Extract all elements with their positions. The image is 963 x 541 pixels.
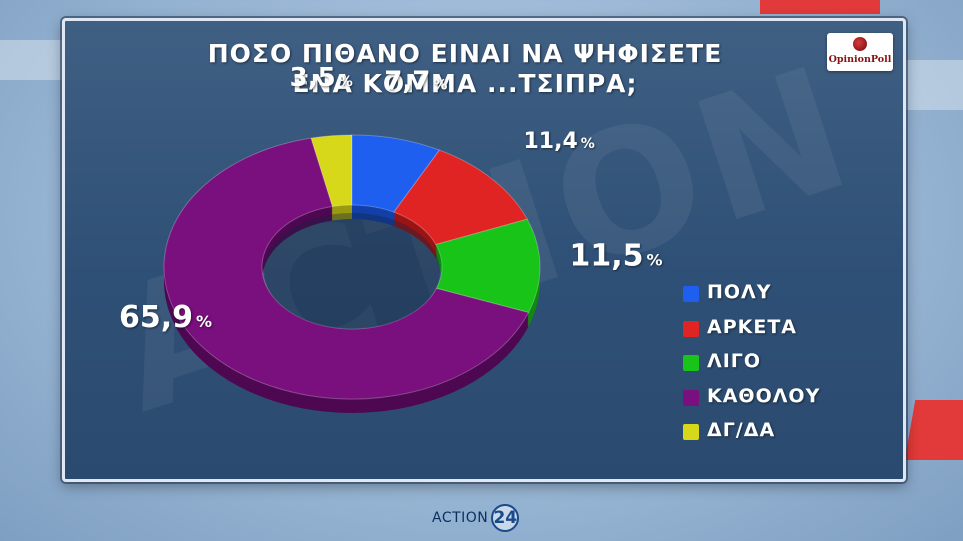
- donut-slice-2: [393, 149, 528, 246]
- chart-title: ΠΟΣΟ ΠΙΘΑΝΟ ΕΙΝΑΙ ΝΑ ΨΗΦΙΣΕΤΕ ΕΝΑ ΚΟΜΜΑ …: [185, 39, 745, 99]
- legend-swatch: [683, 389, 699, 406]
- data-label: 65,9%: [119, 300, 212, 335]
- legend-swatch: [683, 320, 699, 337]
- data-label: 11,5%: [569, 239, 662, 274]
- action24-logo-text: ACTION: [432, 510, 489, 526]
- donut-slice-1: [351, 134, 441, 213]
- action24-logo-number: 24: [491, 504, 520, 532]
- donut-slice-4: [163, 137, 530, 400]
- donut-hole-shadow: [264, 213, 440, 329]
- data-label: 11,4%: [523, 129, 594, 154]
- legend-label: ΠΟΛΥ: [707, 281, 772, 303]
- legend-swatch: [683, 424, 699, 440]
- background-red-block-top: [760, 0, 880, 14]
- donut-slice-3: [435, 218, 541, 314]
- legend-label: ΑΡΚΕΤΑ: [707, 315, 797, 338]
- chart-title-line-1: ΠΟΣΟ ΠΙΘΑΝΟ ΕΙΝΑΙ ΝΑ ΨΗΦΙΣΕΤΕ: [207, 39, 723, 68]
- opinionpoll-logo: OpinionPoll: [827, 33, 893, 71]
- opinionpoll-logo-text: OpinionPoll: [828, 54, 892, 65]
- background-red-block: [904, 400, 963, 460]
- chart-panel: ACTION ΠΟΣΟ ΠΙΘΑΝΟ ΕΙΝΑΙ ΝΑ ΨΗΦΙΣΕΤΕ ΕΝΑ…: [62, 18, 906, 482]
- legend-swatch: [683, 286, 699, 302]
- legend-label: ΚΑΘΟΛΟΥ: [707, 384, 821, 407]
- data-label: 3,5%: [290, 63, 353, 93]
- opinionpoll-logo-icon: [853, 37, 867, 51]
- action24-logo: ACTION 24: [432, 503, 520, 533]
- legend-label: ΔΓ/ΔΑ: [707, 419, 776, 441]
- legend-label: ΛΙΓΟ: [707, 350, 762, 372]
- legend-swatch: [683, 355, 699, 371]
- data-label: 7,7%: [384, 66, 447, 96]
- chart-title-line-2: ΕΝΑ ΚΟΜΜΑ ...ΤΣΙΠΡΑ;: [292, 69, 638, 98]
- donut-chart: 3,5% 7,7 % 11,4 % 11,5 % 65,9%: [119, 63, 663, 414]
